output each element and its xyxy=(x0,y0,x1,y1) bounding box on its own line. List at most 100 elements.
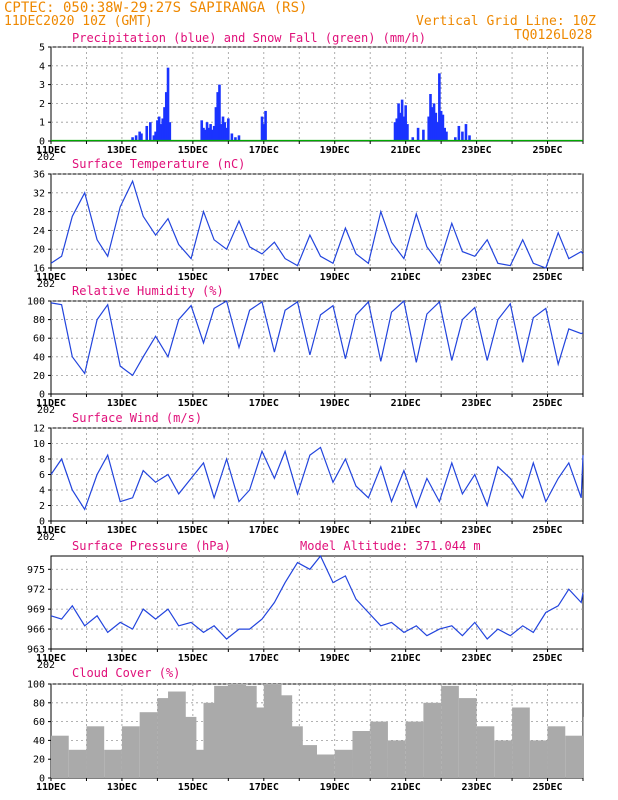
model-altitude: Model Altitude: 371.044 m xyxy=(300,539,481,553)
precip-bar xyxy=(168,122,172,141)
precip-bar xyxy=(402,116,406,141)
y-tick-label: 20 xyxy=(33,755,45,766)
precip-bar xyxy=(434,112,438,141)
x-tick-label: 25DEC xyxy=(532,653,562,664)
y-tick-label: 0 xyxy=(39,517,45,528)
y-tick-label: 0 xyxy=(39,774,45,785)
x-tick-label: 21DEC xyxy=(391,272,421,283)
precip-bar xyxy=(216,92,219,141)
cloud-bar xyxy=(334,749,353,778)
x-tick-label: 21DEC xyxy=(391,525,421,536)
y-tick-label: 100 xyxy=(27,680,45,691)
precip-bar xyxy=(138,131,141,141)
pressure-panel: Surface Pressure (hPa) Model Altitude: 3… xyxy=(27,539,584,671)
precip-bar xyxy=(200,120,204,141)
cloud-bar xyxy=(423,702,442,778)
x-tick-label: 15DEC xyxy=(178,398,208,409)
precip-bar xyxy=(445,131,448,141)
x-tick-label: 21DEC xyxy=(391,145,421,156)
precip-bar xyxy=(400,99,404,141)
x-year-overflow: 202 xyxy=(37,660,55,671)
cloud-bar xyxy=(352,731,371,778)
precip-bar xyxy=(439,110,443,141)
y-tick-label: 5 xyxy=(39,43,45,54)
y-tick-label: 100 xyxy=(27,297,45,308)
x-tick-label: 17DEC xyxy=(249,398,279,409)
y-tick-label: 4 xyxy=(39,486,45,497)
y-tick-label: 963 xyxy=(27,645,45,656)
header-line1: CPTEC: 050:38W-29:27S SAPIRANGA (RS) xyxy=(4,0,307,16)
x-tick-label: 17DEC xyxy=(249,782,279,793)
precip-bar xyxy=(399,112,402,141)
cloud-bar xyxy=(104,749,122,778)
x-tick-label: 13DEC xyxy=(107,525,137,536)
precip-bar xyxy=(211,129,214,141)
x-tick-label: 11DEC xyxy=(36,525,66,536)
x-tick-label: 13DEC xyxy=(107,272,137,283)
model-code: TQ0126L028 xyxy=(514,28,592,43)
precip-bar xyxy=(438,73,441,141)
x-tick-label: 25DEC xyxy=(532,782,562,793)
y-tick-label: 6 xyxy=(39,470,45,481)
cloud-bar xyxy=(565,735,583,778)
pressure-line xyxy=(50,554,584,640)
precip-bar xyxy=(443,127,446,141)
precip-bar xyxy=(422,129,425,141)
x-year-overflow: 202 xyxy=(37,405,55,416)
precip-bar xyxy=(223,122,227,141)
y-tick-label: 32 xyxy=(33,188,45,199)
x-tick-label: 15DEC xyxy=(178,653,208,664)
y-tick-label: 975 xyxy=(27,565,45,576)
x-year-overflow: 202 xyxy=(37,152,55,163)
temperature-line xyxy=(50,179,584,269)
cloud-bar xyxy=(547,726,566,778)
x-tick-label: 21DEC xyxy=(391,653,421,664)
precip-bar xyxy=(468,135,471,141)
cloud-bar xyxy=(387,740,406,778)
precip-bar xyxy=(416,127,420,141)
precip-bar xyxy=(140,133,143,141)
x-tick-label: 23DEC xyxy=(462,525,492,536)
humidity-title: Relative Humidity (%) xyxy=(72,284,224,298)
y-tick-label: 40 xyxy=(33,352,45,363)
x-tick-label: 17DEC xyxy=(249,653,279,664)
temperature-title: Surface Temperature (nC) xyxy=(72,157,245,171)
y-tick-label: 60 xyxy=(33,717,45,728)
x-tick-label: 13DEC xyxy=(107,398,137,409)
precip-bar xyxy=(461,131,464,141)
precip-bar xyxy=(205,122,209,141)
grid-note: Vertical Grid Line: 10Z xyxy=(416,14,596,29)
humidity-panel: Relative Humidity (%) 0 20 40 60 80 100 11DEC 1… xyxy=(27,284,584,416)
header-line2: 11DEC2020 10Z (GMT) xyxy=(4,14,153,29)
precip-bar xyxy=(209,124,212,141)
y-tick-label: 10 xyxy=(33,439,45,450)
precip-bar xyxy=(164,92,168,141)
precip-bar xyxy=(230,133,234,141)
y-tick-label: 966 xyxy=(27,625,45,636)
x-tick-label: 19DEC xyxy=(320,525,350,536)
x-tick-label: 11DEC xyxy=(36,272,66,283)
y-tick-label: 20 xyxy=(33,371,45,382)
x-tick-label: 15DEC xyxy=(178,272,208,283)
y-tick-label: 2 xyxy=(39,501,45,512)
cloud-bar xyxy=(370,721,388,778)
precip-panel: Precipitation (blue) and Snow Fall (gree… xyxy=(36,31,584,163)
precip-bar xyxy=(264,110,267,141)
cloud-bar xyxy=(405,721,424,778)
x-tick-label: 19DEC xyxy=(320,653,350,664)
x-tick-label: 11DEC xyxy=(36,145,66,156)
y-tick-label: 20 xyxy=(33,245,45,256)
x-tick-label: 23DEC xyxy=(462,145,492,156)
precip-bar xyxy=(397,103,400,141)
precip-bar xyxy=(156,120,159,141)
precip-bar xyxy=(161,118,165,141)
cloud-bar xyxy=(285,726,303,778)
plot-frame xyxy=(50,46,584,142)
precip-bar xyxy=(212,125,216,141)
precip-bar xyxy=(203,129,207,141)
x-tick-label: 13DEC xyxy=(107,145,137,156)
y-tick-label: 972 xyxy=(27,585,45,596)
x-tick-label: 11DEC xyxy=(36,782,66,793)
plot-frame xyxy=(50,300,584,395)
